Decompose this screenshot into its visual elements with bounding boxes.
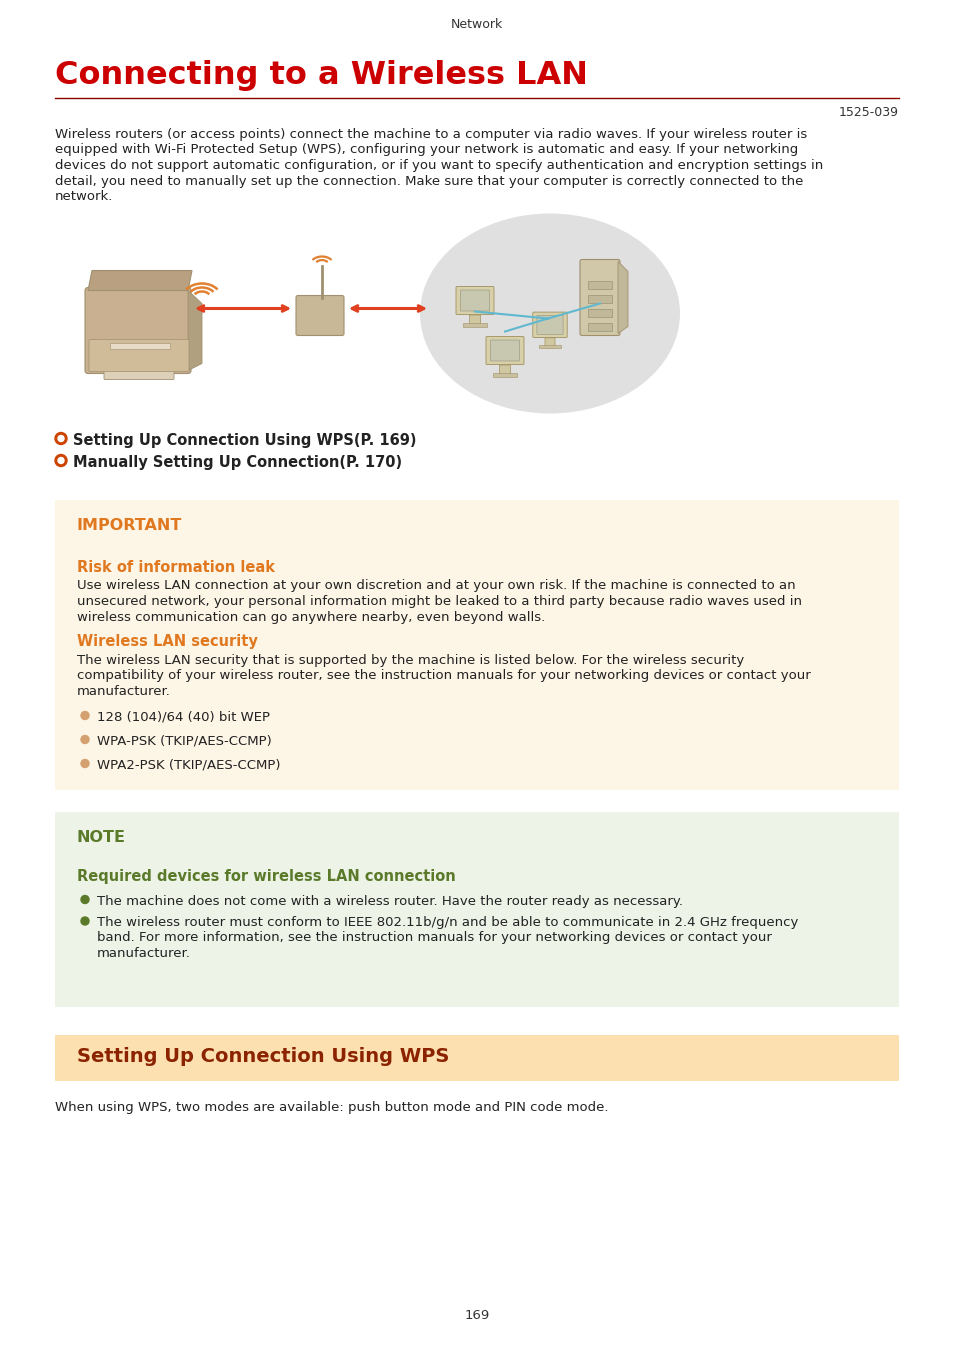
Text: equipped with Wi-Fi Protected Setup (WPS), configuring your network is automatic: equipped with Wi-Fi Protected Setup (WPS… [55,143,798,157]
Polygon shape [88,270,192,290]
Text: 169: 169 [464,1310,489,1322]
Text: Setting Up Connection Using WPS: Setting Up Connection Using WPS [77,1046,449,1065]
Text: unsecured network, your personal information might be leaked to a third party be: unsecured network, your personal informa… [77,595,801,608]
FancyBboxPatch shape [537,316,562,335]
Text: When using WPS, two modes are available: push button mode and PIN code mode.: When using WPS, two modes are available:… [55,1100,608,1114]
Text: band. For more information, see the instruction manuals for your networking devi: band. For more information, see the inst… [97,931,771,945]
FancyBboxPatch shape [460,290,489,310]
Text: Setting Up Connection Using WPS(P. 169): Setting Up Connection Using WPS(P. 169) [73,433,416,448]
Circle shape [58,436,64,441]
Text: Manually Setting Up Connection(P. 170): Manually Setting Up Connection(P. 170) [73,455,402,471]
FancyBboxPatch shape [89,339,189,371]
Bar [587,323,612,331]
Bar [55,811,898,1007]
Text: 128 (104)/64 (40) bit WEP: 128 (104)/64 (40) bit WEP [97,710,270,724]
Text: manufacturer.: manufacturer. [97,946,191,960]
Text: Risk of information leak: Risk of information leak [77,559,274,575]
Bar [587,294,612,302]
Circle shape [81,895,89,903]
Text: Connecting to a Wireless LAN: Connecting to a Wireless LAN [55,59,587,90]
Text: WPA2-PSK (TKIP/AES-CCMP): WPA2-PSK (TKIP/AES-CCMP) [97,759,280,771]
Text: Network: Network [451,18,502,31]
FancyBboxPatch shape [456,286,494,315]
FancyBboxPatch shape [499,364,510,377]
Text: The machine does not come with a wireless router. Have the router ready as neces: The machine does not come with a wireles… [97,895,682,907]
Text: The wireless router must conform to IEEE 802.11b/g/n and be able to communicate : The wireless router must conform to IEEE… [97,917,798,929]
Text: Wireless routers (or access points) connect the machine to a computer via radio : Wireless routers (or access points) conn… [55,128,806,140]
FancyBboxPatch shape [579,259,619,336]
Text: wireless communication can go anywhere nearby, even beyond walls.: wireless communication can go anywhere n… [77,610,545,624]
Text: NOTE: NOTE [77,829,126,845]
Circle shape [81,760,89,768]
Text: WPA-PSK (TKIP/AES-CCMP): WPA-PSK (TKIP/AES-CCMP) [97,734,272,748]
Bar [55,500,898,790]
FancyBboxPatch shape [490,340,519,360]
Text: devices do not support automatic configuration, or if you want to specify authen: devices do not support automatic configu… [55,159,822,171]
Bar [587,281,612,289]
Polygon shape [618,262,627,333]
Circle shape [81,917,89,925]
Bar [55,1034,898,1080]
Text: Required devices for wireless LAN connection: Required devices for wireless LAN connec… [77,869,456,884]
Polygon shape [188,290,202,370]
Bar [538,344,560,348]
FancyBboxPatch shape [485,336,523,364]
Bar [587,309,612,316]
Ellipse shape [419,213,679,413]
Text: detail, you need to manually set up the connection. Make sure that your computer: detail, you need to manually set up the … [55,174,802,188]
FancyBboxPatch shape [85,288,191,374]
Circle shape [55,455,67,467]
Text: network.: network. [55,190,113,202]
Bar [493,373,517,377]
Text: IMPORTANT: IMPORTANT [77,517,182,532]
Bar [110,343,170,348]
Circle shape [55,432,67,444]
Bar [462,323,486,327]
Text: compatibility of your wireless router, see the instruction manuals for your netw: compatibility of your wireless router, s… [77,670,810,683]
FancyBboxPatch shape [104,359,173,379]
Text: 1525-039: 1525-039 [838,107,898,119]
FancyBboxPatch shape [532,312,567,338]
Circle shape [81,711,89,720]
Text: The wireless LAN security that is supported by the machine is listed below. For : The wireless LAN security that is suppor… [77,653,743,667]
FancyBboxPatch shape [469,315,480,325]
Circle shape [81,736,89,744]
FancyBboxPatch shape [544,338,555,348]
Text: Wireless LAN security: Wireless LAN security [77,634,257,649]
FancyBboxPatch shape [295,296,344,336]
Circle shape [58,458,64,463]
Text: manufacturer.: manufacturer. [77,684,171,698]
Text: Use wireless LAN connection at your own discretion and at your own risk. If the : Use wireless LAN connection at your own … [77,579,795,593]
